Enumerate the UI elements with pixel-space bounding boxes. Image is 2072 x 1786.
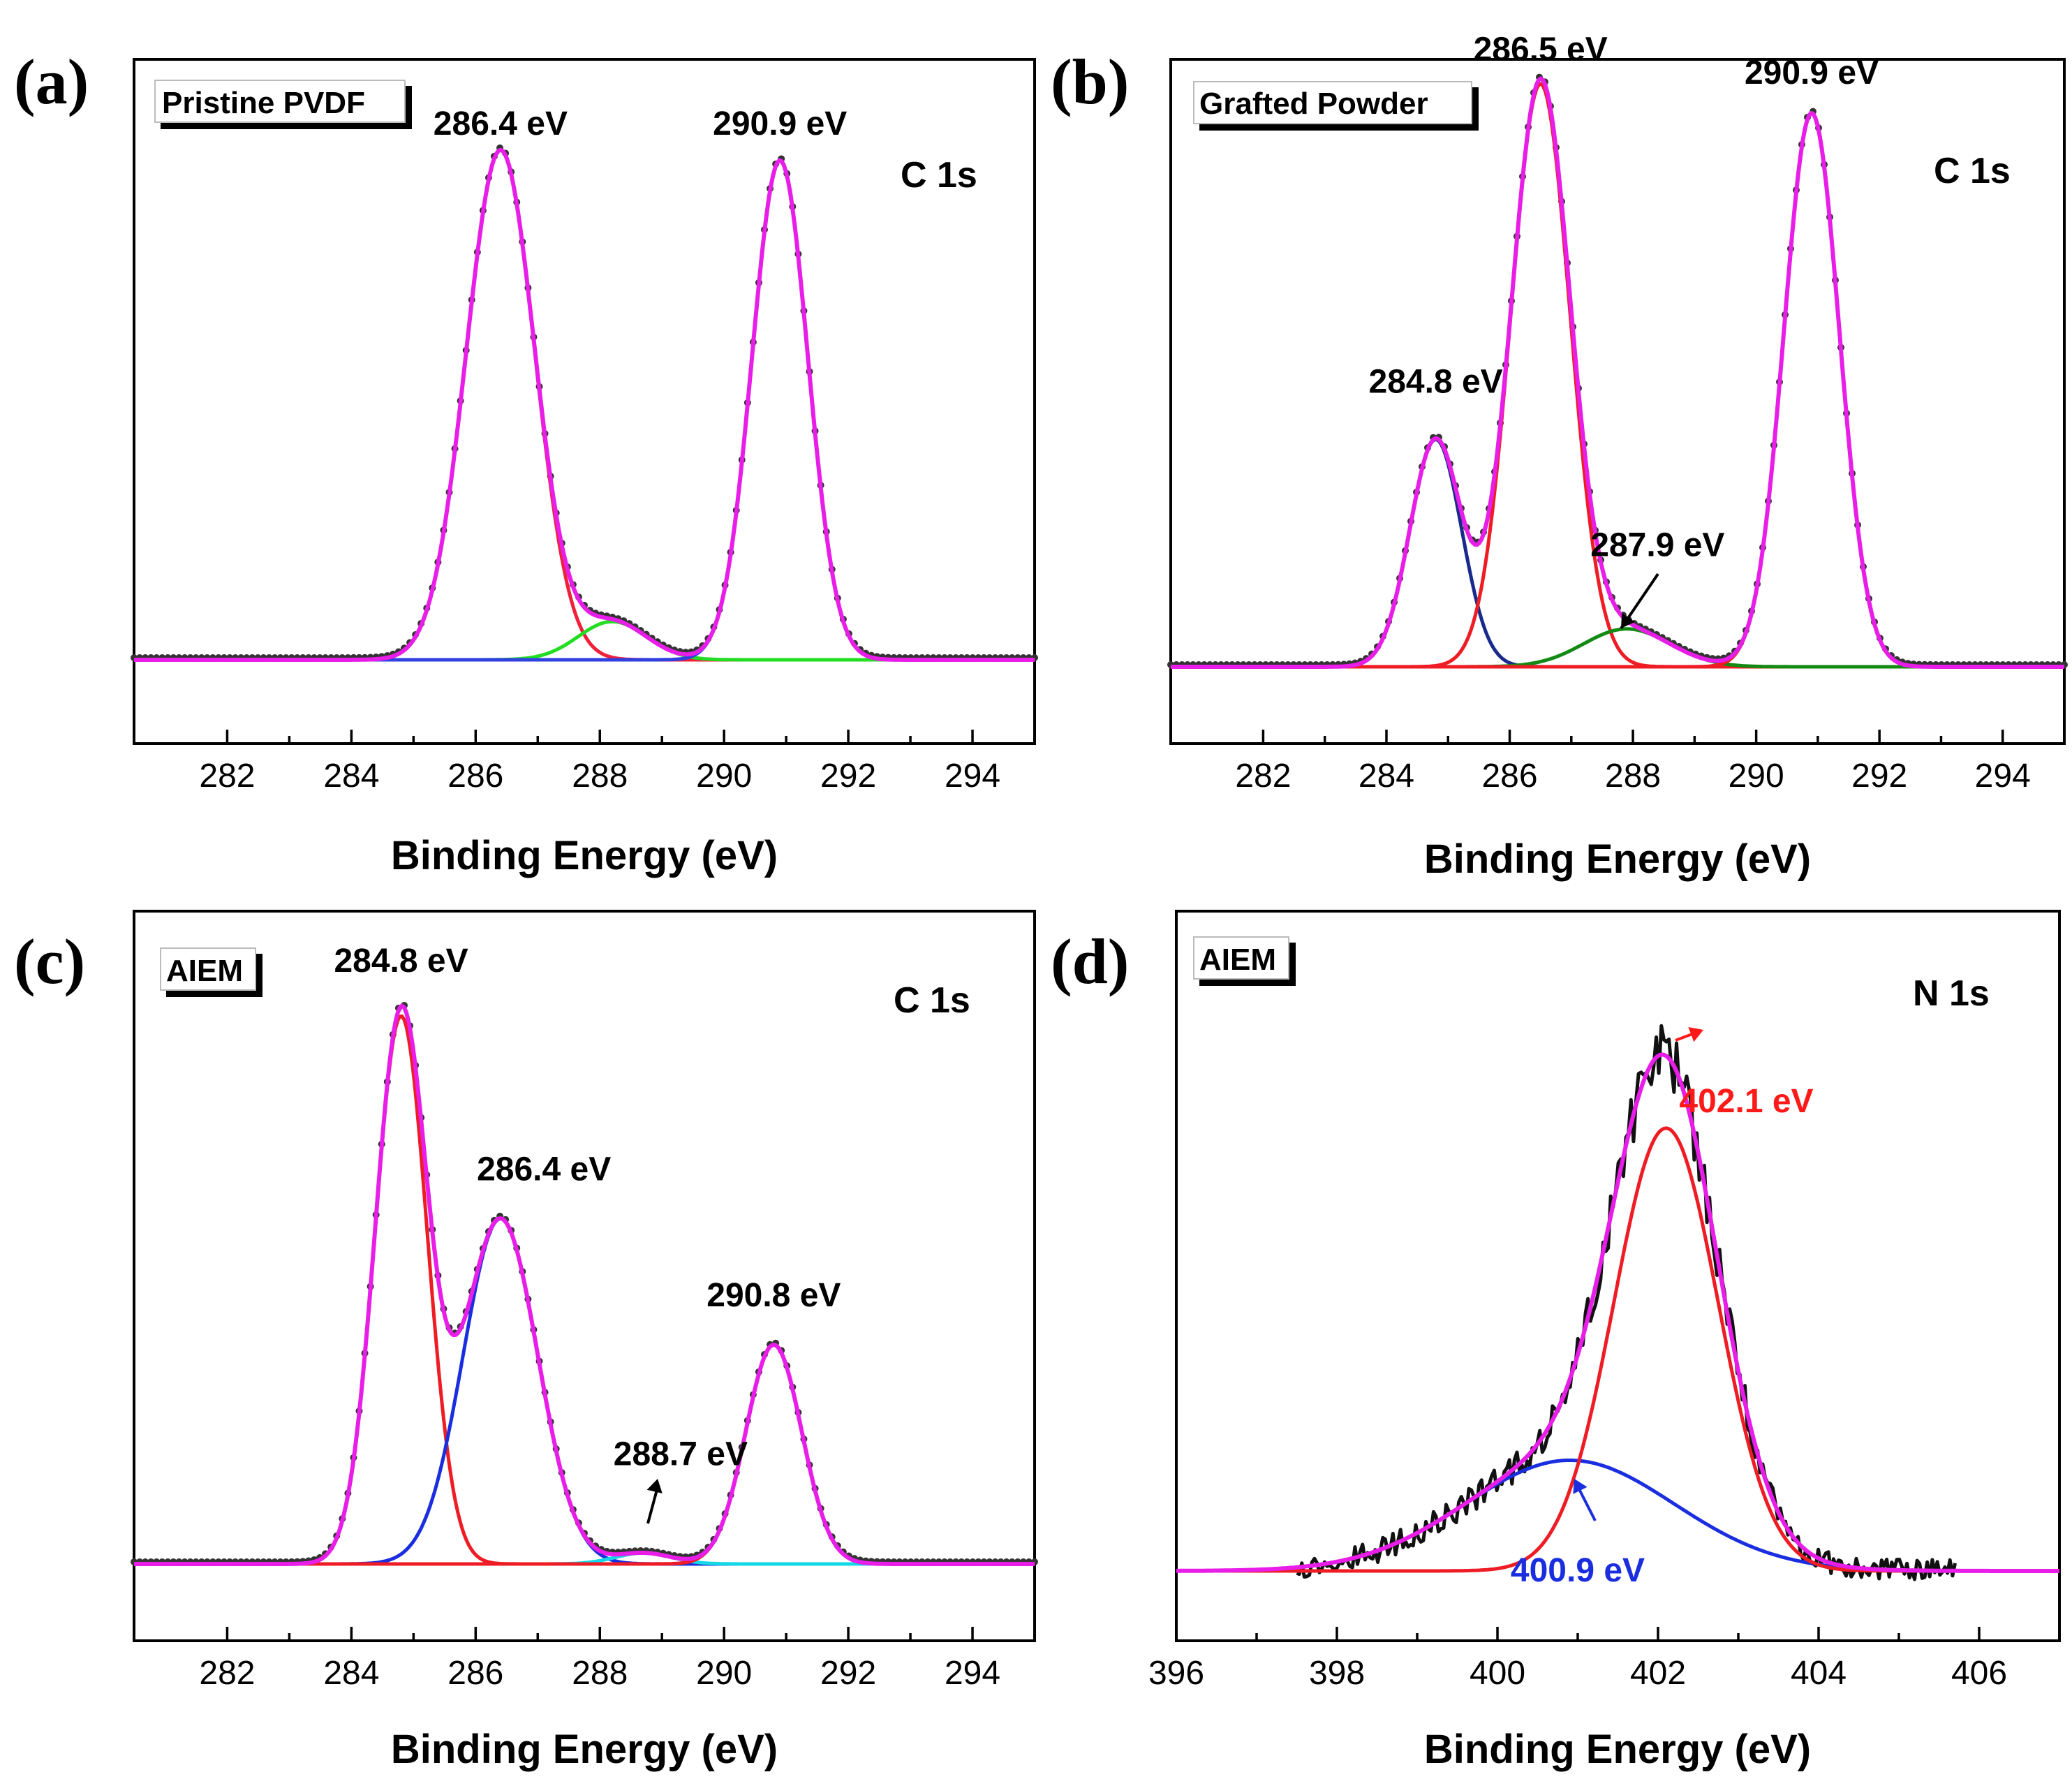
panel-d-frame: [1175, 910, 2061, 1642]
panel-d-xtick-label-3: 402: [1630, 1655, 1686, 1692]
panel-c-series-1: [134, 1217, 1035, 1566]
panel-b-series-1: [1171, 82, 2064, 669]
panel-b: (b) 282 284 286 288 290 292 294 Binding Energy…: [1051, 31, 2068, 882]
panel-d-arrowhead-blue: [1573, 1479, 1588, 1494]
panel-b-xtick-label-1: 284: [1359, 758, 1414, 795]
panel-b-peak-label-3: 290.9 eV: [1745, 54, 1879, 91]
panel-b-letter: (b): [1051, 46, 1129, 117]
panel-c-peak-label-1: 286.4 eV: [477, 1151, 611, 1188]
panel-c-arrowhead: [646, 1479, 663, 1493]
panel-b-peak-label-1: 286.5 eV: [1474, 31, 1608, 68]
panel-a-x-axis: 282 284 286 288 290 292 294: [199, 730, 1000, 795]
panel-a-core-label: C 1s: [901, 155, 977, 195]
panel-a-sample-label: Pristine PVDF: [162, 86, 365, 120]
panel-c-series-0: [134, 1014, 1035, 1566]
panel-d-core-label: N 1s: [1913, 973, 1990, 1014]
panel-b-xtick-label-4: 290: [1729, 758, 1784, 795]
panel-c-arrow: [646, 1486, 659, 1524]
panel-a-xtick-label-1: 284: [323, 758, 379, 795]
panel-b-x-axis: 282 284 286 288 290 292 294: [1235, 730, 2031, 795]
panel-d-xlabel: Binding Energy (eV): [1424, 1727, 1811, 1772]
panel-c-plot: 284.8 eV 286.4 eV 288.7 eV 290.8 eV: [131, 943, 1038, 1566]
panel-b-xtick-label-0: 282: [1235, 758, 1291, 795]
panel-a-plot: 286.4 eV 290.9 eV: [131, 105, 1038, 662]
panel-d-peak-label-1: 400.9 eV: [1511, 1552, 1645, 1589]
panel-b-plot: 284.8 eV 286.5 eV 287.9 eV 290.9 eV: [1167, 31, 2068, 669]
panel-a: (a) 282 284 286 288 290 292 294 Binding Energy…: [14, 46, 1038, 878]
panel-c-peak-label-3: 290.8 eV: [706, 1277, 841, 1314]
panel-a-series-1: [134, 619, 1035, 662]
panel-c-peak-label-2: 288.7 eV: [614, 1436, 748, 1473]
panel-a-peak-label-1: 290.9 eV: [713, 105, 847, 142]
panel-a-series-2: [134, 158, 1035, 662]
panel-d-xtick-label-5: 406: [1951, 1655, 2007, 1692]
panel-c-sample-label: AIEM: [166, 954, 243, 988]
panel-d-xtick-label-4: 404: [1791, 1655, 1847, 1692]
panel-b-xtick-label-2: 286: [1481, 758, 1537, 795]
panel-a-xtick-label-6: 294: [945, 758, 1000, 795]
panel-a-series-0: [134, 148, 1035, 662]
panel-a-envelope: [134, 147, 1035, 662]
panel-d-series-1: [1176, 1126, 2059, 1573]
panel-d-sample-box: AIEM: [1193, 936, 1296, 986]
panel-c-xtick-label-0: 282: [199, 1655, 255, 1692]
panel-b-peak-label-2: 287.9 eV: [1590, 526, 1724, 563]
panel-a-sample-box: Pristine PVDF: [154, 80, 412, 129]
panel-a-xtick-label-5: 292: [820, 758, 876, 795]
panel-d-peak-label-0: 402.1 eV: [1679, 1083, 1813, 1120]
panel-b-xtick-label-5: 292: [1851, 758, 1907, 795]
panel-c-xtick-label-1: 284: [323, 1655, 379, 1692]
panel-c-letter: (c): [14, 926, 85, 997]
panel-c-x-axis: 282 284 286 288 290 292 294: [199, 1627, 1000, 1692]
panel-b-series-3: [1171, 111, 2064, 669]
panel-a-xtick-label-0: 282: [199, 758, 255, 795]
panel-c-peak-label-0: 284.8 eV: [334, 943, 468, 980]
panel-d-xtick-label-0: 396: [1148, 1655, 1204, 1692]
panel-d-arrowhead-red: [1688, 1027, 1703, 1042]
panel-b-xtick-label-3: 288: [1605, 758, 1661, 795]
panel-d-plot: 402.1 eV 400.9 eV: [1176, 1024, 2059, 1589]
panel-c-xtick-label-3: 288: [572, 1655, 628, 1692]
panel-c-xtick-label-4: 290: [696, 1655, 752, 1692]
panel-d-x-axis: 396 398 400 402 404 406: [1148, 1627, 2007, 1692]
panel-c-xtick-label-2: 286: [447, 1655, 503, 1692]
panel-b-envelope: [1171, 76, 2064, 669]
panel-c-envelope: [134, 1003, 1035, 1566]
panel-b-arrowhead: [1621, 613, 1635, 628]
panel-d-envelope: [1176, 1052, 2059, 1573]
panel-c-xtick-label-5: 292: [820, 1655, 876, 1692]
panel-d-xtick-label-1: 398: [1309, 1655, 1365, 1692]
panel-c-core-label: C 1s: [894, 980, 970, 1021]
panel-c-xtick-label-6: 294: [945, 1655, 1000, 1692]
panel-c-xlabel: Binding Energy (eV): [391, 1727, 778, 1772]
panel-b-sample-label: Grafted Powder: [1199, 87, 1428, 121]
panel-d-xtick-label-2: 400: [1470, 1655, 1525, 1692]
panel-b-peak-label-0: 284.8 eV: [1369, 364, 1503, 401]
panel-d: (d) 396 398 400 402 404 406 Binding Energy (e…: [1051, 910, 2061, 1772]
panel-c-sample-box: AIEM: [160, 947, 262, 997]
panel-d-raw-spectrum: [1296, 1024, 1957, 1581]
panel-b-frame: [1169, 58, 2066, 745]
panel-a-xtick-label-3: 288: [572, 758, 628, 795]
panel-d-sample-label: AIEM: [1199, 943, 1276, 977]
panel-a-xtick-label-4: 290: [696, 758, 752, 795]
panel-c-frame: [133, 910, 1036, 1642]
panel-c: (c) 282 284 286 288 290 292 294 Binding Energy…: [14, 910, 1038, 1772]
panel-b-core-label: C 1s: [1934, 151, 2011, 191]
panel-b-sample-box: Grafted Powder: [1193, 81, 1479, 131]
panel-b-xlabel: Binding Energy (eV): [1424, 836, 1811, 882]
panel-b-xtick-label-6: 294: [1975, 758, 2031, 795]
panel-a-peak-label-0: 286.4 eV: [434, 105, 568, 142]
panel-a-xtick-label-2: 286: [447, 758, 503, 795]
panel-a-xlabel: Binding Energy (eV): [391, 833, 778, 878]
panel-a-frame: [133, 58, 1036, 745]
panel-d-letter: (d): [1051, 926, 1129, 997]
panel-a-letter: (a): [14, 46, 89, 117]
